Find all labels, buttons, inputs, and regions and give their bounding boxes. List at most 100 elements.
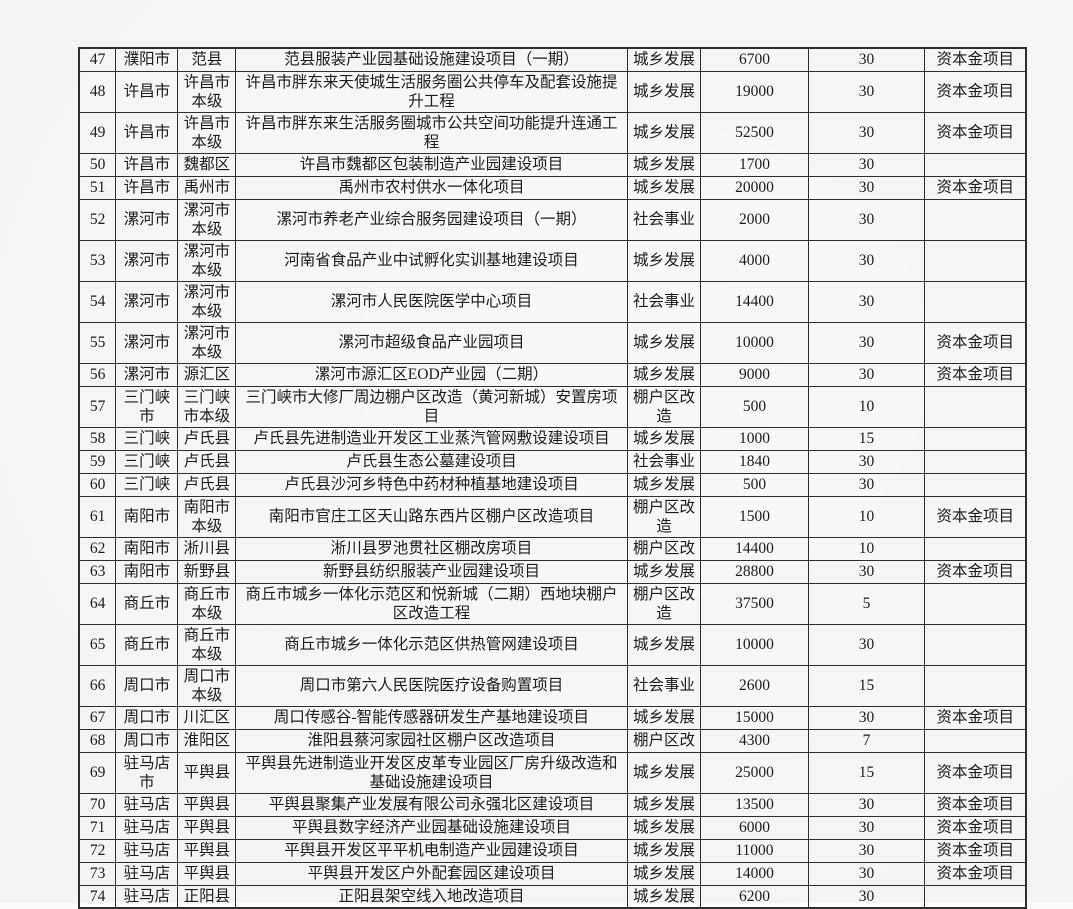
cell-amount: 2600 bbox=[700, 664, 809, 707]
cell-project-name: 许昌市魏都区包装制造产业园建设项目 bbox=[235, 152, 628, 177]
cell-city: 周口市 bbox=[115, 705, 179, 730]
cell-amount: 37500 bbox=[700, 582, 809, 625]
cell-row-number: 53 bbox=[78, 239, 117, 282]
cell-project-name: 平舆县开发区平平机电制造产业园建设项目 bbox=[235, 838, 628, 863]
table-row: 66 周口市 周口市本级 周口市第六人民医院医疗设备购置项目 社会事业 2600… bbox=[78, 664, 1027, 707]
table-row: 54 漯河市 漯河市本级 漯河市人民医院医学中心项目 社会事业 14400 30 bbox=[78, 280, 1027, 323]
cell-project-name: 平舆县聚集产业发展有限公司永强北区建设项目 bbox=[235, 792, 628, 817]
cell-amount: 9000 bbox=[700, 362, 809, 387]
cell-category: 城乡发展 bbox=[626, 70, 702, 113]
cell-category: 城乡发展 bbox=[626, 559, 702, 584]
cell-ratio: 30 bbox=[807, 111, 926, 154]
cell-category: 棚户区改造 bbox=[626, 385, 702, 428]
cell-ratio: 30 bbox=[807, 175, 926, 200]
table-row: 47 濮阳市 范县 范县服装产业园基础设施建设项目（一期） 城乡发展 6700 … bbox=[78, 47, 1027, 72]
table-row: 69 驻马店市 平舆县 平舆县先进制造业开发区皮革专业园区厂房升级改造和基础设施… bbox=[78, 751, 1027, 794]
table-row: 73 驻马店 平舆县 平舆县开发区户外配套园区建设项目 城乡发展 14000 3… bbox=[78, 861, 1027, 886]
cell-row-number: 66 bbox=[78, 664, 117, 707]
cell-ratio: 10 bbox=[807, 536, 926, 561]
cell-note bbox=[924, 280, 1027, 323]
cell-row-number: 68 bbox=[78, 728, 117, 753]
cell-row-number: 67 bbox=[78, 705, 117, 730]
cell-amount: 25000 bbox=[700, 751, 809, 794]
cell-note: 资本金项目 bbox=[924, 47, 1027, 72]
cell-note bbox=[924, 623, 1027, 666]
cell-note: 资本金项目 bbox=[924, 321, 1027, 364]
cell-category: 城乡发展 bbox=[626, 111, 702, 154]
table-row: 70 驻马店 平舆县 平舆县聚集产业发展有限公司永强北区建设项目 城乡发展 13… bbox=[78, 792, 1027, 817]
cell-amount: 6200 bbox=[700, 884, 809, 909]
cell-ratio: 30 bbox=[807, 362, 926, 387]
cell-city: 漯河市 bbox=[115, 239, 179, 282]
cell-city: 南阳市 bbox=[115, 559, 179, 584]
cell-project-name: 卢氏县先进制造业开发区工业蒸汽管网敷设建设项目 bbox=[235, 426, 628, 451]
cell-ratio: 30 bbox=[807, 449, 926, 474]
cell-category: 城乡发展 bbox=[626, 792, 702, 817]
cell-row-number: 69 bbox=[78, 751, 117, 794]
cell-amount: 1500 bbox=[700, 495, 809, 538]
cell-project-name: 漯河市人民医院医学中心项目 bbox=[235, 280, 628, 323]
cell-amount: 6700 bbox=[700, 47, 809, 72]
table-row: 72 驻马店 平舆县 平舆县开发区平平机电制造产业园建设项目 城乡发展 1100… bbox=[78, 838, 1027, 863]
cell-ratio: 30 bbox=[807, 472, 926, 497]
cell-project-name: 周口传感谷-智能传感器研发生产基地建设项目 bbox=[235, 705, 628, 730]
table-row: 63 南阳市 新野县 新野县纺织服装产业园建设项目 城乡发展 28800 30 … bbox=[78, 559, 1027, 584]
cell-note bbox=[924, 239, 1027, 282]
project-table-body: 47 濮阳市 范县 范县服装产业园基础设施建设项目（一期） 城乡发展 6700 … bbox=[78, 47, 1027, 909]
cell-project-name: 南阳市官庄工区天山路东西片区棚户区改造项目 bbox=[235, 495, 628, 538]
cell-amount: 14000 bbox=[700, 861, 809, 886]
cell-amount: 52500 bbox=[700, 111, 809, 154]
cell-city: 驻马店 bbox=[115, 838, 179, 863]
cell-ratio: 30 bbox=[807, 838, 926, 863]
cell-project-name: 卢氏县生态公墓建设项目 bbox=[235, 449, 628, 474]
cell-category: 城乡发展 bbox=[626, 152, 702, 177]
cell-county: 南阳市本级 bbox=[177, 495, 237, 538]
cell-amount: 500 bbox=[700, 385, 809, 428]
cell-row-number: 49 bbox=[78, 111, 117, 154]
cell-amount: 14400 bbox=[700, 536, 809, 561]
cell-category: 棚户区改 bbox=[626, 728, 702, 753]
cell-note bbox=[924, 426, 1027, 451]
cell-project-name: 商丘市城乡一体化示范区供热管网建设项目 bbox=[235, 623, 628, 666]
cell-category: 棚户区改造 bbox=[626, 495, 702, 538]
table-row: 58 三门峡 卢氏县 卢氏县先进制造业开发区工业蒸汽管网敷设建设项目 城乡发展 … bbox=[78, 426, 1027, 451]
cell-row-number: 52 bbox=[78, 198, 117, 241]
table-row: 62 南阳市 淅川县 淅川县罗池贯社区棚改房项目 棚户区改 14400 10 bbox=[78, 536, 1027, 561]
table-row: 51 许昌市 禹州市 禹州市农村供水一体化项目 城乡发展 20000 30 资本… bbox=[78, 175, 1027, 200]
cell-note bbox=[924, 472, 1027, 497]
cell-ratio: 30 bbox=[807, 815, 926, 840]
cell-project-name: 周口市第六人民医院医疗设备购置项目 bbox=[235, 664, 628, 707]
cell-amount: 13500 bbox=[700, 792, 809, 817]
table-row: 56 漯河市 源汇区 漯河市源汇区EOD产业园（二期） 城乡发展 9000 30… bbox=[78, 362, 1027, 387]
cell-amount: 15000 bbox=[700, 705, 809, 730]
cell-city: 南阳市 bbox=[115, 536, 179, 561]
cell-county: 淅川县 bbox=[177, 536, 237, 561]
cell-category: 城乡发展 bbox=[626, 751, 702, 794]
cell-row-number: 55 bbox=[78, 321, 117, 364]
cell-category: 城乡发展 bbox=[626, 472, 702, 497]
cell-category: 城乡发展 bbox=[626, 815, 702, 840]
cell-city: 漯河市 bbox=[115, 321, 179, 364]
cell-ratio: 30 bbox=[807, 152, 926, 177]
cell-category: 城乡发展 bbox=[626, 861, 702, 886]
cell-row-number: 57 bbox=[78, 385, 117, 428]
cell-category: 棚户区改 bbox=[626, 536, 702, 561]
cell-note: 资本金项目 bbox=[924, 70, 1027, 113]
cell-amount: 14400 bbox=[700, 280, 809, 323]
cell-city: 漯河市 bbox=[115, 280, 179, 323]
cell-county: 源汇区 bbox=[177, 362, 237, 387]
table-row: 52 漯河市 漯河市本级 漯河市养老产业综合服务园建设项目（一期） 社会事业 2… bbox=[78, 198, 1027, 241]
cell-amount: 11000 bbox=[700, 838, 809, 863]
cell-county: 三门峡市本级 bbox=[177, 385, 237, 428]
cell-amount: 1000 bbox=[700, 426, 809, 451]
cell-county: 新野县 bbox=[177, 559, 237, 584]
cell-city: 商丘市 bbox=[115, 623, 179, 666]
cell-category: 社会事业 bbox=[626, 664, 702, 707]
cell-city: 商丘市 bbox=[115, 582, 179, 625]
cell-row-number: 74 bbox=[78, 884, 117, 909]
cell-city: 驻马店 bbox=[115, 815, 179, 840]
cell-city: 三门峡市 bbox=[115, 385, 179, 428]
cell-ratio: 30 bbox=[807, 70, 926, 113]
table-row: 57 三门峡市 三门峡市本级 三门峡市大修厂周边棚户区改造（黄河新城）安置房项目… bbox=[78, 385, 1027, 428]
